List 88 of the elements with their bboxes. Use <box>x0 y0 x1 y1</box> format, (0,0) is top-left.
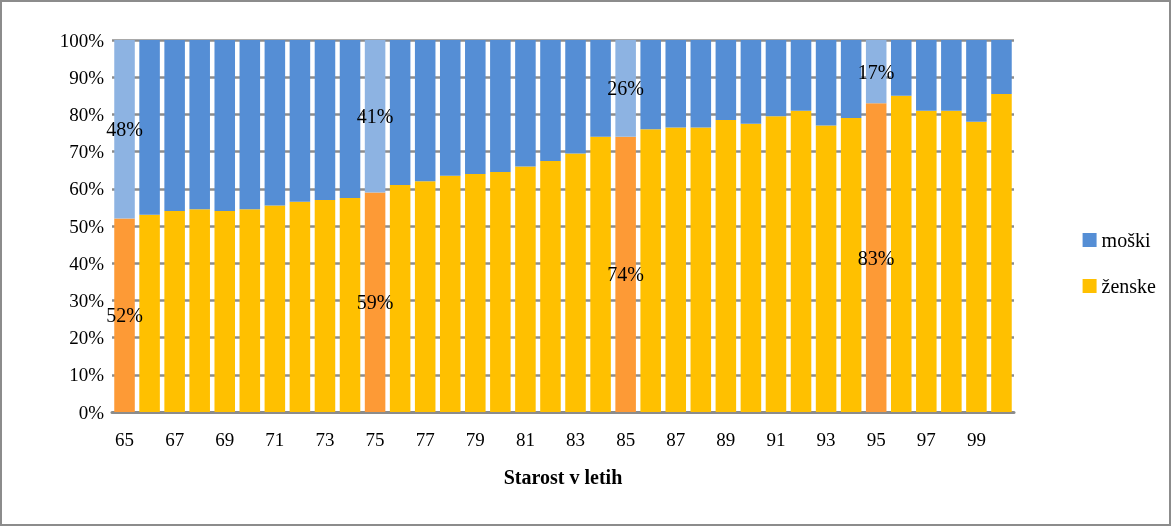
x-tick-label: 93 <box>816 429 836 450</box>
bar <box>490 172 511 412</box>
data-label: 59% <box>356 291 394 314</box>
x-tick-label: 73 <box>315 429 335 450</box>
data-label: 41% <box>356 105 394 128</box>
bar <box>740 123 762 412</box>
bar <box>164 40 185 212</box>
data-label: 83% <box>857 246 895 269</box>
bar <box>189 40 210 210</box>
bar <box>966 121 987 412</box>
bar <box>565 40 586 154</box>
bar <box>414 181 436 412</box>
x-tick-label: 65 <box>115 429 135 450</box>
bar <box>916 110 937 412</box>
bar <box>189 209 210 412</box>
x-tick-label: 91 <box>766 429 786 450</box>
bar <box>164 211 185 412</box>
data-label: 26% <box>607 77 644 100</box>
y-tick-label: 100% <box>59 29 105 51</box>
bar <box>991 40 1012 94</box>
bar <box>690 127 712 412</box>
bar <box>490 40 511 173</box>
x-tick-label: 97 <box>916 429 936 450</box>
bar <box>966 40 987 122</box>
bar <box>264 205 286 412</box>
bar <box>214 40 236 212</box>
bar <box>314 199 336 412</box>
x-tick-label: 83 <box>566 429 586 450</box>
data-label: 48% <box>106 118 143 141</box>
bar <box>540 40 561 161</box>
bar <box>916 40 937 111</box>
x-tick-label: 69 <box>215 429 235 450</box>
x-tick-label: 85 <box>616 429 636 450</box>
x-tick-label: 99 <box>966 429 986 450</box>
y-tick-label: 40% <box>69 252 105 274</box>
legend-label: moški <box>1101 229 1151 251</box>
bar <box>715 40 737 120</box>
bar <box>465 173 486 412</box>
bar <box>765 40 787 117</box>
y-tick-label: 30% <box>69 289 105 311</box>
bar <box>289 201 311 412</box>
bar <box>439 175 461 412</box>
y-tick-label: 0% <box>78 401 105 423</box>
y-tick-label: 90% <box>69 66 105 88</box>
y-tick-label: 20% <box>69 327 105 349</box>
bar <box>239 209 261 412</box>
x-tick-label: 87 <box>666 429 686 450</box>
bar <box>740 40 762 124</box>
legend-label: ženske <box>1101 275 1157 297</box>
bar <box>790 110 812 412</box>
y-tick-label: 50% <box>69 215 105 237</box>
x-axis-title: Starost v letih <box>503 466 623 488</box>
bar <box>991 93 1012 412</box>
x-tick-label: 79 <box>465 429 485 450</box>
x-tick-label: 75 <box>365 429 385 450</box>
bar <box>540 160 561 412</box>
y-tick-label: 70% <box>69 141 105 163</box>
bar <box>414 40 436 182</box>
x-tick-label: 89 <box>716 429 736 450</box>
bar <box>941 40 962 111</box>
bar <box>264 40 286 206</box>
bar <box>665 127 687 412</box>
bar <box>214 211 236 412</box>
bar <box>941 110 962 412</box>
bar <box>765 116 787 412</box>
bar <box>790 40 812 111</box>
bar <box>465 40 486 174</box>
x-tick-label: 71 <box>265 429 285 450</box>
y-tick-label: 80% <box>69 103 105 125</box>
bar <box>515 166 536 412</box>
bar <box>565 153 586 412</box>
bar <box>690 40 712 128</box>
bar <box>239 40 261 210</box>
y-tick-label: 10% <box>69 364 105 386</box>
bar <box>665 40 687 128</box>
x-tick-label: 95 <box>866 429 886 450</box>
bar <box>289 40 311 202</box>
data-label: 17% <box>857 60 895 83</box>
bar <box>439 40 461 176</box>
bar <box>815 125 837 412</box>
y-tick-label: 60% <box>69 178 105 200</box>
bar <box>515 40 536 167</box>
x-tick-label: 81 <box>515 429 535 450</box>
x-tick-label: 67 <box>165 429 185 450</box>
x-tick-label: 77 <box>415 429 435 450</box>
bar <box>314 40 336 200</box>
bar <box>715 119 737 412</box>
bar <box>815 40 837 126</box>
